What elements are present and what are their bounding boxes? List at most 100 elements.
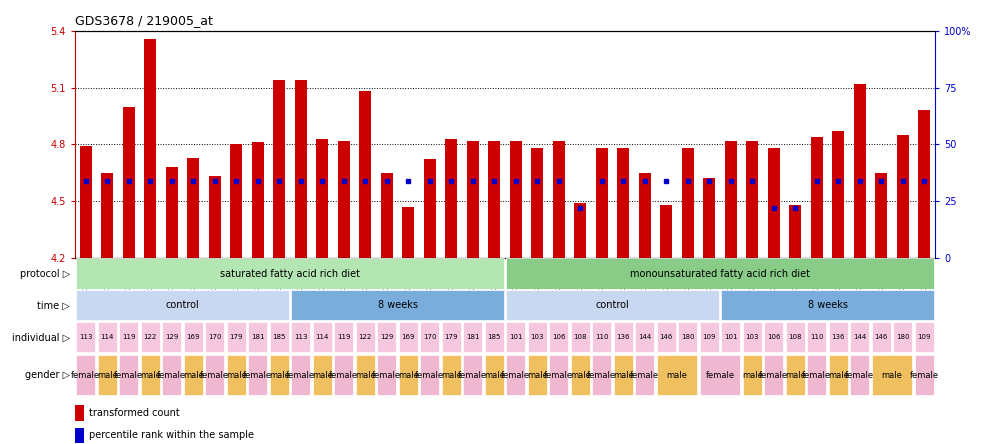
Text: 179: 179 <box>230 334 243 341</box>
Text: 136: 136 <box>616 334 630 341</box>
Text: female: female <box>286 370 315 380</box>
Bar <box>850 355 869 395</box>
Bar <box>291 290 504 321</box>
Bar <box>897 135 909 258</box>
Bar <box>915 355 934 395</box>
Bar <box>359 91 371 258</box>
Text: male: male <box>183 370 204 380</box>
Bar <box>270 355 289 395</box>
Text: 113: 113 <box>79 334 92 341</box>
Text: transformed count: transformed count <box>89 408 180 418</box>
Text: female: female <box>630 370 659 380</box>
Text: 109: 109 <box>918 334 931 341</box>
Text: 179: 179 <box>444 334 458 341</box>
Bar <box>635 322 654 353</box>
Text: male: male <box>882 370 902 380</box>
Bar <box>402 206 414 258</box>
Text: 106: 106 <box>767 334 780 341</box>
Text: 170: 170 <box>208 334 222 341</box>
Text: 8 weeks: 8 weeks <box>808 301 848 310</box>
Bar <box>768 148 780 258</box>
Bar <box>166 167 178 258</box>
Bar <box>596 148 608 258</box>
Bar <box>764 355 783 395</box>
Bar <box>227 322 246 353</box>
Text: 110: 110 <box>810 334 824 341</box>
Bar <box>420 355 439 395</box>
Bar <box>893 322 912 353</box>
Bar <box>75 405 84 421</box>
Text: 109: 109 <box>702 334 716 341</box>
Bar <box>98 322 117 353</box>
Bar <box>184 355 203 395</box>
Bar <box>528 322 547 353</box>
Bar <box>119 322 138 353</box>
Text: control: control <box>166 301 199 310</box>
Text: gender ▷: gender ▷ <box>25 370 70 380</box>
Bar <box>295 80 307 258</box>
Text: female: female <box>802 370 831 380</box>
Text: 180: 180 <box>896 334 910 341</box>
Bar <box>356 322 375 353</box>
Text: male: male <box>140 370 161 380</box>
Bar <box>528 355 547 395</box>
Bar <box>442 355 461 395</box>
Bar <box>574 203 586 258</box>
Bar <box>592 322 611 353</box>
Bar <box>205 355 224 395</box>
Text: male: male <box>613 370 634 380</box>
Bar <box>76 290 289 321</box>
Bar <box>76 258 504 289</box>
Text: female: female <box>114 370 143 380</box>
Text: male: male <box>312 370 333 380</box>
Bar <box>248 355 267 395</box>
Text: male: male <box>441 370 462 380</box>
Text: male: male <box>484 370 505 380</box>
Bar <box>571 355 590 395</box>
Bar <box>291 322 310 353</box>
Bar <box>485 355 504 395</box>
Bar <box>553 140 565 258</box>
Bar <box>445 139 457 258</box>
Bar <box>811 137 823 258</box>
Text: female: female <box>544 370 573 380</box>
Bar <box>313 322 332 353</box>
Text: male: male <box>226 370 247 380</box>
Bar <box>377 355 396 395</box>
Bar <box>531 148 543 258</box>
Text: 103: 103 <box>530 334 544 341</box>
Bar <box>872 355 912 395</box>
Text: female: female <box>910 370 939 380</box>
Text: control: control <box>596 301 629 310</box>
Bar <box>101 173 113 258</box>
Text: 101: 101 <box>724 334 738 341</box>
Text: female: female <box>415 370 444 380</box>
Bar <box>442 322 461 353</box>
Bar <box>918 111 930 258</box>
Bar <box>875 173 887 258</box>
Bar <box>399 322 418 353</box>
Bar <box>227 355 246 395</box>
Text: time ▷: time ▷ <box>37 301 70 310</box>
Bar <box>76 322 95 353</box>
Text: male: male <box>828 370 849 380</box>
Bar <box>488 140 500 258</box>
Bar <box>205 322 224 353</box>
Bar <box>915 322 934 353</box>
Text: 122: 122 <box>144 334 157 341</box>
Bar <box>273 80 285 258</box>
Bar <box>144 39 156 258</box>
Bar <box>381 173 393 258</box>
Bar <box>334 322 353 353</box>
Bar <box>743 322 762 353</box>
Bar <box>807 355 826 395</box>
Text: 108: 108 <box>788 334 802 341</box>
Bar <box>829 322 848 353</box>
Bar <box>313 355 332 395</box>
Bar <box>832 131 844 258</box>
Bar <box>141 355 160 395</box>
Bar <box>786 355 805 395</box>
Bar <box>700 322 719 353</box>
Bar <box>743 355 762 395</box>
Text: male: male <box>570 370 591 380</box>
